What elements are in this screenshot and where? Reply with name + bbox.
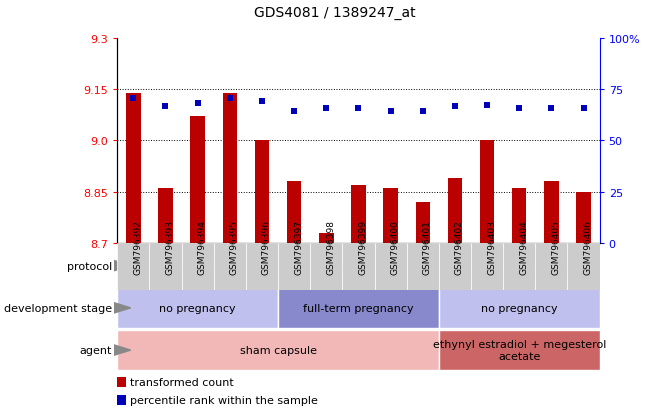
Bar [255, 141, 269, 243]
Bar [182, 243, 214, 291]
Bar [158, 189, 173, 243]
Point [578, 105, 589, 112]
Bar [471, 243, 503, 291]
Bar [407, 243, 439, 291]
Bar [222, 93, 237, 243]
Bar [342, 243, 375, 291]
Bar [310, 243, 342, 291]
Text: transformed count: transformed count [130, 377, 234, 387]
Bar [415, 202, 430, 243]
Bar [117, 288, 278, 328]
Text: agent: agent [80, 345, 112, 355]
Bar [278, 246, 439, 286]
Text: protocol: protocol [66, 261, 112, 271]
Point [192, 100, 203, 107]
Text: GSM796406: GSM796406 [584, 220, 592, 274]
Text: hormone treatment: hormone treatment [464, 261, 574, 271]
Text: GSM796405: GSM796405 [551, 220, 560, 274]
Text: GSM796397: GSM796397 [294, 220, 303, 275]
Text: GSM796401: GSM796401 [423, 220, 431, 274]
Bar [503, 243, 535, 291]
Bar [117, 243, 149, 291]
Point [546, 105, 557, 112]
Text: GDS4081 / 1389247_at: GDS4081 / 1389247_at [254, 6, 416, 20]
Bar [439, 330, 600, 370]
Point [482, 102, 492, 109]
Text: GSM796404: GSM796404 [519, 220, 528, 274]
Bar [287, 182, 302, 243]
Point [160, 104, 171, 110]
Text: GSM796395: GSM796395 [230, 220, 239, 275]
Bar [512, 189, 527, 243]
Point [417, 109, 428, 115]
Bar [439, 246, 600, 286]
Bar [117, 377, 126, 387]
Text: GSM796400: GSM796400 [391, 220, 399, 274]
Text: ethynyl estradiol + megesterol
acetate: ethynyl estradiol + megesterol acetate [433, 339, 606, 361]
Bar [117, 246, 278, 286]
Bar [126, 93, 141, 243]
Text: no pregnancy: no pregnancy [481, 303, 557, 313]
Bar [190, 117, 205, 243]
Point [450, 104, 460, 110]
Text: full-term pregnancy: full-term pregnancy [303, 303, 414, 313]
Bar [383, 189, 398, 243]
Bar [439, 288, 600, 328]
Bar [214, 243, 246, 291]
Point [353, 105, 364, 112]
Text: GSM796402: GSM796402 [455, 220, 464, 274]
Text: control: control [178, 261, 217, 271]
Text: percentile rank within the sample: percentile rank within the sample [130, 395, 318, 405]
Bar [278, 243, 310, 291]
Bar [544, 182, 559, 243]
Text: sham capsule: sham capsule [240, 345, 316, 355]
Polygon shape [114, 261, 131, 271]
Bar [576, 192, 591, 243]
Bar [439, 243, 471, 291]
Text: GSM796393: GSM796393 [165, 220, 174, 275]
Bar [351, 185, 366, 243]
Text: GSM796399: GSM796399 [358, 220, 367, 275]
Bar [448, 178, 462, 243]
Polygon shape [114, 303, 131, 313]
Bar [567, 243, 600, 291]
Polygon shape [114, 345, 131, 356]
Bar [149, 243, 182, 291]
Bar [375, 243, 407, 291]
Bar [480, 141, 494, 243]
Point [514, 105, 525, 112]
Text: no pregnancy: no pregnancy [159, 303, 236, 313]
Point [321, 105, 332, 112]
Bar [319, 233, 334, 243]
Bar [246, 243, 278, 291]
Point [257, 99, 267, 105]
Bar [117, 330, 439, 370]
Text: GSM796394: GSM796394 [198, 220, 206, 274]
Bar [117, 395, 126, 405]
Point [128, 95, 139, 102]
Bar [535, 243, 567, 291]
Point [289, 109, 299, 115]
Text: GSM796398: GSM796398 [326, 220, 335, 275]
Bar [278, 288, 439, 328]
Text: GSM796396: GSM796396 [262, 220, 271, 275]
Text: pregnancy: pregnancy [329, 261, 388, 271]
Text: development stage: development stage [4, 303, 112, 313]
Text: GSM796403: GSM796403 [487, 220, 496, 274]
Text: GSM796392: GSM796392 [133, 220, 142, 274]
Point [385, 109, 396, 115]
Point [224, 95, 235, 102]
